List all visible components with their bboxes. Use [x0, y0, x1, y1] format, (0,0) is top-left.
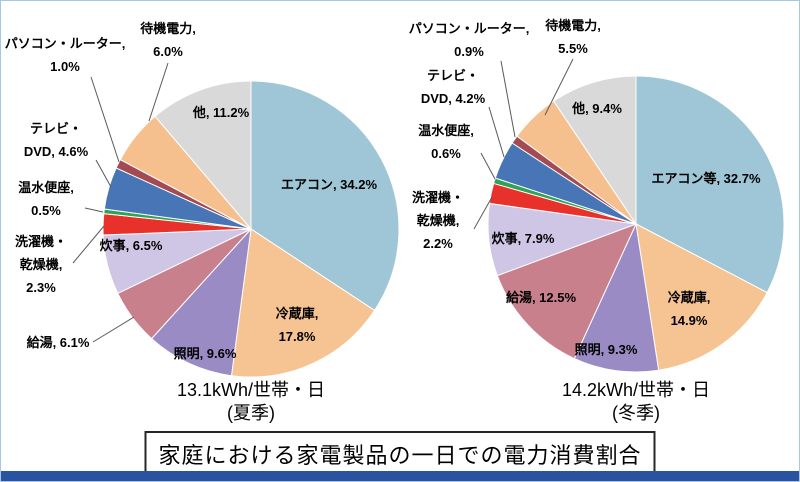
pie-label-冷蔵庫: 冷蔵庫, [668, 290, 711, 305]
winter-caption-line2: (冬季) [612, 403, 660, 423]
pie-label-冷蔵庫: 17.8% [279, 329, 316, 344]
pie-label-テレビ・DVD: DVD, 4.2% [421, 91, 486, 106]
pie-label-温水便座: 温水便座, [18, 180, 74, 195]
leader-line-給湯 [92, 316, 135, 343]
pie-slice-他 [552, 75, 637, 226]
pie-label-他: 他, 9.4% [571, 101, 622, 116]
pie-label-他: 他, 11.2% [192, 105, 250, 120]
pie-label-待機電力: 待機電力, [544, 18, 601, 33]
pie-label-冷蔵庫: 冷蔵庫, [276, 306, 319, 321]
pie-label-冷蔵庫: 14.9% [671, 313, 708, 328]
summer-caption-line2: (夏季) [227, 403, 275, 423]
winter-pie-chart: エアコン等, 32.7% 冷蔵庫, 14.9% 照明, 9.3% 給湯, 12.5% 炊事… [409, 18, 785, 373]
pie-label-洗濯機・乾燥機: 2.3% [26, 280, 56, 295]
pie-slice-エアコン等 [635, 75, 785, 294]
summer-caption: 13.1kWh/世帯・日 (夏季) [51, 379, 451, 425]
leader-line-テレビ・DVD [488, 106, 505, 158]
pie-label-温水便座: 0.6% [431, 146, 461, 161]
chart-title: 家庭における家電製品の一日での電力消費割合 [158, 443, 642, 468]
summer-pie-chart: エアコン, 34.2% 冷蔵庫, 17.8% 照明, 9.6% 給湯, 6.1% 炊事, … [5, 21, 400, 378]
leader-line-洗濯機・乾燥機 [72, 225, 105, 264]
pie-slice-給湯 [496, 223, 637, 360]
leader-line-パソコン・ルーター [90, 76, 120, 163]
chart-title-box: 家庭における家電製品の一日での電力消費割合 [144, 431, 656, 477]
bottom-blue-bar [1, 471, 799, 481]
leader-line-待機電力 [148, 62, 169, 122]
leader-line-温水便座 [480, 152, 496, 180]
pie-label-テレビ・DVD: テレビ・ [427, 68, 479, 83]
leader-line-待機電力 [544, 58, 574, 116]
pie-slice-冷蔵庫 [635, 223, 768, 371]
pie-slice-他 [154, 80, 252, 231]
pie-label-パソコン・ルーター: パソコン・ルーター, [409, 21, 530, 36]
pie-label-給湯: 給湯, 6.1% [27, 335, 90, 350]
pie-label-洗濯機・乾燥機: 乾燥機, [20, 257, 63, 272]
pie-label-パソコン・ルーター: パソコン・ルーター, [5, 36, 126, 51]
pie-label-温水便座: 0.5% [31, 203, 61, 218]
pie-label-洗濯機・乾燥機: 乾燥機, [417, 213, 460, 228]
pie-label-パソコン・ルーター: 0.9% [454, 44, 484, 59]
pie-label-テレビ・DVD: テレビ・ [30, 121, 82, 136]
pie-slice-照明 [573, 222, 660, 373]
leader-line-温水便座 [84, 207, 104, 213]
pie-label-洗濯機・乾燥機: 洗濯機・ [412, 190, 464, 205]
winter-caption: 14.2kWh/世帯・日 (冬季) [436, 379, 800, 425]
pie-label-エアコン等: エアコン等, 32.7% [651, 171, 761, 186]
leader-line-パソコン・ルーター [500, 60, 516, 138]
pie-label-洗濯機・乾燥機: 洗濯機・ [15, 234, 67, 249]
leader-line-テレビ・DVD [95, 159, 112, 188]
pie-label-待機電力: 5.5% [558, 41, 588, 56]
winter-caption-line1: 14.2kWh/世帯・日 [561, 380, 711, 400]
pie-slice-冷蔵庫 [230, 228, 376, 378]
pie-label-炊事: 炊事, 7.9% [492, 231, 555, 246]
pie-label-テレビ・DVD: DVD, 4.6% [24, 144, 89, 159]
pie-label-温水便座: 温水便座, [418, 123, 474, 138]
pie-label-洗濯機・乾燥機: 2.2% [423, 236, 453, 251]
pie-label-待機電力: 待機電力, [139, 21, 196, 36]
leader-line-洗濯機・乾燥機 [473, 196, 493, 230]
pie-label-待機電力: 6.0% [153, 44, 183, 59]
pie-label-炊事: 炊事, 6.5% [100, 238, 163, 253]
pie-slice-照明 [150, 227, 252, 377]
pie-label-給湯: 給湯, 12.5% [506, 290, 577, 305]
pie-label-パソコン・ルーター: 1.0% [50, 59, 80, 74]
summer-caption-line1: 13.1kWh/世帯・日 [176, 380, 326, 400]
pie-label-照明: 照明, 9.6% [174, 346, 237, 361]
pie-label-エアコン: エアコン, 34.2% [281, 177, 378, 192]
pie-label-照明: 照明, 9.3% [575, 342, 638, 357]
